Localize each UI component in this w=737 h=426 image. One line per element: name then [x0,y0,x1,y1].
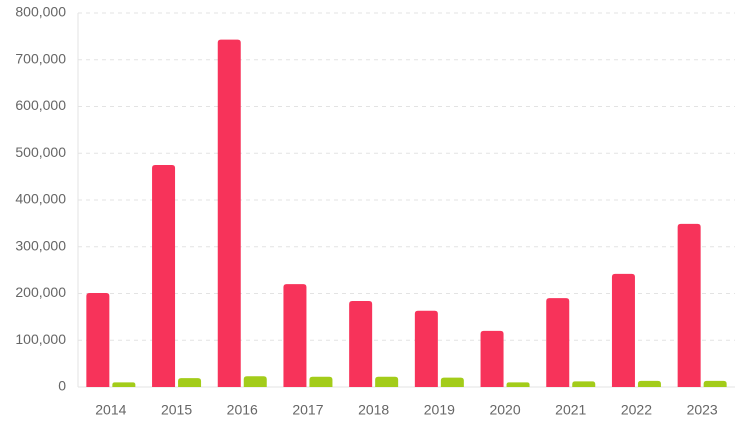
y-tick-label: 700,000 [15,50,66,66]
bar [309,376,333,387]
x-tick-label: 2023 [687,402,718,418]
bar [243,376,267,387]
bar [178,378,202,387]
y-tick-label: 100,000 [15,331,66,347]
y-tick-label: 500,000 [15,144,66,160]
bar [86,293,110,387]
bar [677,223,701,387]
bar [349,300,373,387]
x-tick-label: 2022 [621,402,652,418]
bar [375,376,399,387]
bar [480,330,504,387]
x-tick-label: 2020 [489,402,520,418]
y-tick-label: 300,000 [15,237,66,253]
bar [414,310,438,387]
bar [572,381,596,387]
bar [112,382,136,387]
x-tick-label: 2019 [424,402,455,418]
x-tick-label: 2017 [292,402,323,418]
bar [703,380,727,387]
y-tick-label: 400,000 [15,191,66,207]
x-tick-label: 2018 [358,402,389,418]
bar [506,382,530,387]
y-tick-label: 0 [58,378,66,394]
bar [152,164,176,387]
y-tick-label: 200,000 [15,284,66,300]
x-tick-label: 2014 [95,402,126,418]
y-tick-label: 600,000 [15,97,66,113]
y-tick-label: 800,000 [15,4,66,20]
x-tick-label: 2015 [161,402,192,418]
x-tick-label: 2016 [227,402,258,418]
x-tick-label: 2021 [555,402,586,418]
bar [637,380,661,387]
bar [283,284,307,387]
bar [440,377,464,387]
bar [546,298,570,387]
bar [611,273,635,387]
bar [217,39,241,388]
